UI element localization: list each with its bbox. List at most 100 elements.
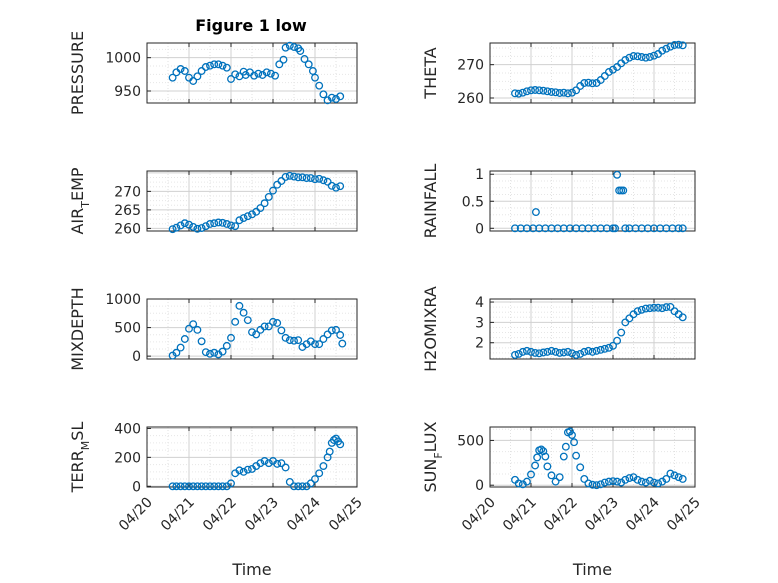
data-point [678, 474, 687, 483]
y-tick-label: 950 [114, 84, 141, 100]
data-point [185, 324, 193, 333]
y-axis-label-pressure: PRESSURE [68, 31, 87, 115]
data-point [613, 477, 622, 486]
data-point [527, 470, 535, 479]
data-point [670, 41, 679, 49]
data-point [547, 346, 556, 355]
data-point [592, 346, 601, 355]
data-point [315, 469, 324, 478]
data-point [518, 347, 527, 356]
data-point [518, 88, 527, 97]
data-point [527, 347, 535, 356]
y-tick-label: 260 [114, 221, 141, 237]
data-point [176, 482, 185, 491]
data-point [250, 71, 259, 80]
data-point [336, 440, 345, 449]
data-point [185, 482, 193, 491]
data-point [308, 67, 317, 75]
data-point [239, 308, 248, 317]
data-point [662, 474, 671, 483]
y-tick-label: 1000 [105, 292, 141, 308]
data-point [592, 481, 601, 490]
data-point [319, 90, 328, 99]
data-point [625, 53, 634, 62]
data-point [290, 482, 298, 491]
data-point [210, 348, 219, 357]
data-point [294, 173, 303, 182]
data-point [296, 47, 305, 55]
axes-box-pressure [146, 42, 358, 104]
subplot-air_temp: 260 265 270 AIRTEMP [68, 167, 358, 237]
data-point [596, 480, 605, 489]
data-point [306, 174, 315, 182]
data-point [568, 88, 576, 97]
data-point [214, 482, 223, 491]
data-point [264, 459, 273, 468]
data-point [180, 482, 189, 491]
data-point [201, 348, 210, 357]
data-point [561, 442, 570, 451]
data-point [302, 174, 311, 182]
data-point [654, 303, 663, 312]
data-point [239, 467, 248, 476]
data-point [514, 479, 523, 488]
data-point [197, 67, 206, 75]
data-point [214, 218, 223, 227]
data-point [189, 482, 198, 491]
data-point [617, 328, 626, 337]
data-point [576, 463, 585, 472]
data-point [535, 86, 544, 95]
data-point [551, 347, 560, 356]
data-point [180, 219, 189, 228]
data-point [189, 77, 198, 85]
data-point [522, 87, 531, 96]
data-point [600, 478, 609, 487]
subplot-theta: 260 270 THETA [421, 40, 696, 107]
data-point [227, 333, 235, 342]
data-point [551, 88, 560, 97]
x-tick-label: 04/25 [326, 495, 366, 535]
data-point [537, 445, 546, 454]
y-axis-label-terr_msl: TERRMSL [68, 422, 92, 494]
y-axis-label-h2omixra: H2OMIXRA [421, 286, 440, 372]
data-point [243, 465, 252, 474]
data-point [256, 459, 265, 468]
data-point [285, 41, 294, 50]
data-point [311, 73, 319, 82]
x-tick-label: 04/22 [541, 495, 581, 535]
data-point [266, 69, 275, 78]
y-tick-label: 270 [114, 184, 141, 200]
data-point [543, 87, 552, 96]
x-tick-label: 04/21 [500, 495, 540, 535]
data-point [239, 214, 248, 222]
data-point [621, 475, 630, 484]
data-point [514, 89, 523, 98]
data-point [206, 61, 214, 70]
data-point [547, 88, 556, 96]
data-point [315, 340, 324, 349]
data-point [176, 343, 185, 352]
data-point [674, 473, 683, 482]
data-point [185, 220, 193, 229]
data-point [637, 477, 646, 486]
data-point [189, 222, 198, 231]
subplot-mixdepth: 0 500 1000 MIXDEPTH [68, 287, 358, 371]
data-point [568, 349, 576, 358]
y-tick-label: 0.5 [462, 194, 484, 210]
axes-box-theta [489, 42, 696, 104]
y-tick-label: 1 [475, 167, 484, 183]
data-point [336, 331, 345, 339]
data-point [264, 322, 273, 331]
data-point [551, 477, 560, 486]
y-tick-label: 1000 [105, 51, 141, 67]
data-point [273, 180, 282, 189]
data-point [541, 452, 550, 461]
data-point [201, 63, 210, 71]
data-point [180, 67, 189, 75]
data-point [327, 93, 336, 102]
data-point [576, 349, 585, 358]
data-point [511, 89, 519, 98]
subplot-h2omixra: 2 3 4 H2OMIXRA [421, 286, 696, 372]
data-point [294, 336, 303, 345]
data-point [555, 89, 564, 97]
